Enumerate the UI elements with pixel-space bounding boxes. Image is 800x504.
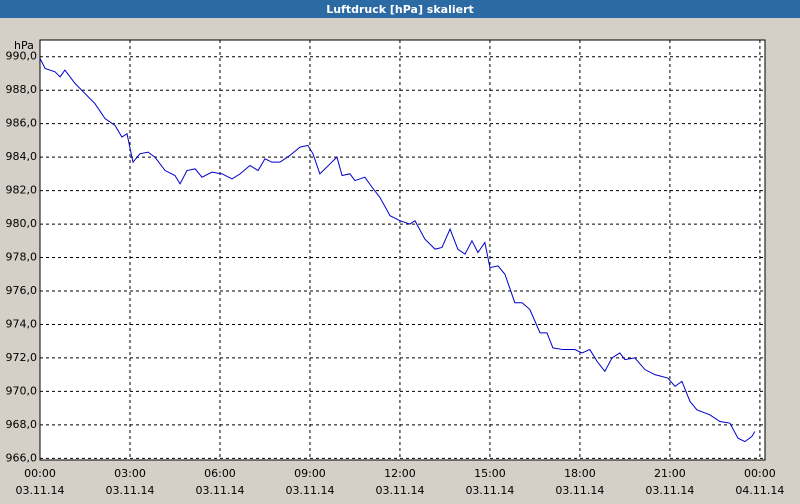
data-line: [39, 58, 756, 443]
y-axis-label: hPa: [14, 39, 34, 52]
x-tick-label: 03:00: [114, 467, 146, 480]
x-tick-label: 18:00: [564, 467, 596, 480]
x-tick-label: 00:00: [744, 467, 776, 480]
x-tick-label: 09:00: [294, 467, 326, 480]
y-tick-label: 986,0: [6, 117, 38, 130]
x-tick-date: 03.11.14: [645, 484, 694, 497]
y-tick-label: 972,0: [6, 351, 38, 364]
x-tick-date: 03.11.14: [16, 484, 65, 497]
x-tick-label: 12:00: [384, 467, 416, 480]
y-tick-label: 970,0: [6, 384, 38, 397]
title-bar: [0, 0, 800, 18]
y-tick-label: 968,0: [6, 418, 38, 431]
y-tick-label: 984,0: [6, 150, 38, 163]
x-tick-date: 03.11.14: [555, 484, 604, 497]
x-tick-date: 04.11.14: [735, 484, 784, 497]
x-tick-date: 03.11.14: [285, 484, 334, 497]
x-tick-label: 15:00: [474, 467, 506, 480]
x-tick-date: 03.11.14: [465, 484, 514, 497]
y-tick-label: 974,0: [6, 317, 38, 330]
x-tick-label: 00:00: [24, 467, 56, 480]
plot-area: [39, 39, 766, 461]
x-tick-date: 03.11.14: [195, 484, 244, 497]
x-tick-date: 03.11.14: [105, 484, 154, 497]
x-tick-label: 06:00: [204, 467, 236, 480]
y-tick-label: 980,0: [6, 217, 38, 230]
y-tick-label: 966,0: [6, 451, 38, 464]
y-tick-label: 982,0: [6, 184, 38, 197]
y-tick-label: 978,0: [6, 251, 38, 264]
y-tick-label: 976,0: [6, 284, 38, 297]
y-tick-label: 988,0: [6, 83, 38, 96]
chart-title: Luftdruck [hPa] skaliert: [326, 3, 474, 16]
x-tick-label: 21:00: [654, 467, 686, 480]
y-tick-label: 990,0: [6, 50, 38, 63]
x-tick-date: 03.11.14: [375, 484, 424, 497]
